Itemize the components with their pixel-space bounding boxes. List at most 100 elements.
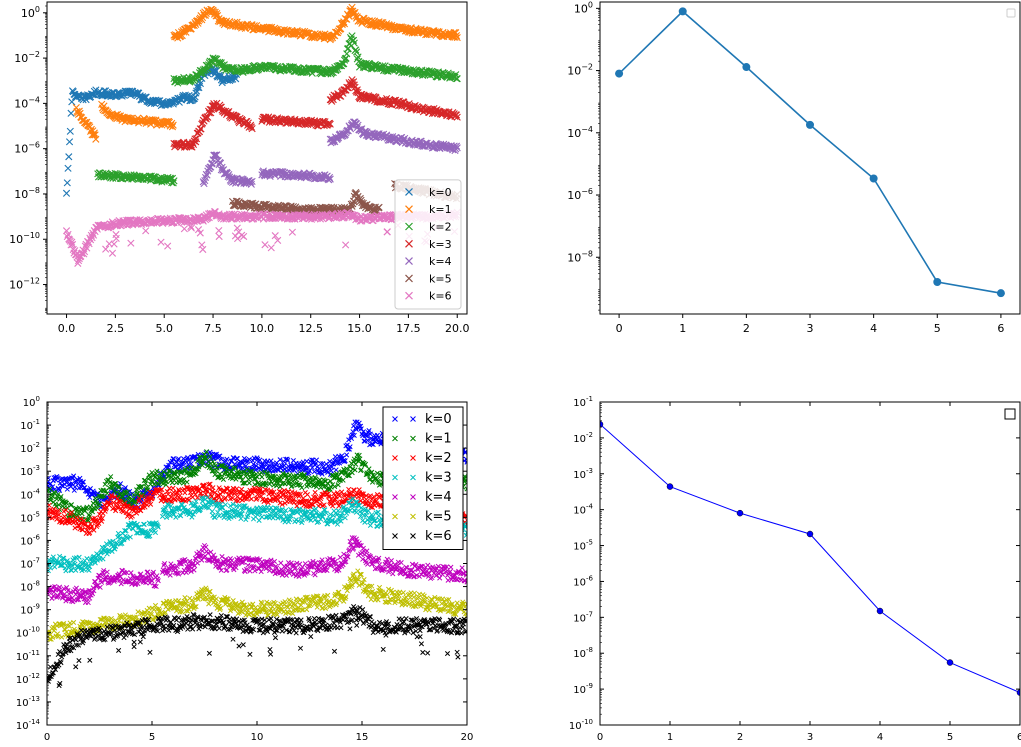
series-point <box>82 508 88 514</box>
y-tick-label-exponent: −4 <box>28 95 40 104</box>
y-tick-label-exponent: −4 <box>581 125 593 134</box>
series-point <box>452 32 461 40</box>
y-tick-label: 10−8 <box>14 186 40 201</box>
x-tick-label: 2.5 <box>107 322 125 335</box>
series-point <box>74 257 83 265</box>
series-point <box>119 540 125 547</box>
series-point <box>184 479 190 485</box>
series-point <box>352 419 358 425</box>
legend-label-k6: k=6 <box>429 290 452 303</box>
series-point <box>231 232 239 240</box>
series-point <box>50 493 56 500</box>
series-point <box>367 431 373 437</box>
series-point <box>215 71 223 79</box>
series-point <box>145 498 152 504</box>
y-tick-label: 10−4 <box>14 95 40 110</box>
series-point <box>279 501 285 508</box>
chart-panel-1: 0.0 2.5 5.0 7.5 10.0 12.5 15.0 17.5 20.010−1210−… <box>9 1 469 335</box>
series-point <box>318 485 324 491</box>
series-point <box>229 495 236 501</box>
series-point <box>244 467 250 473</box>
series-point <box>298 471 304 477</box>
series-point <box>259 489 265 495</box>
series-point <box>277 484 283 490</box>
series-point <box>316 465 322 472</box>
y-tick-label-exponent: −8 <box>28 186 40 195</box>
series-point <box>188 461 194 467</box>
series-point <box>313 476 319 482</box>
series-point <box>383 228 391 236</box>
series-point <box>356 194 364 203</box>
series-point <box>122 528 128 534</box>
series-point <box>342 241 350 249</box>
series-point <box>365 471 371 477</box>
x-axis: 0.0 2.5 5.0 7.5 10.0 12.5 15.0 17.5 20.0 <box>58 314 469 335</box>
series-point <box>280 470 286 476</box>
series-point <box>259 474 265 480</box>
series-point <box>271 232 279 240</box>
series-point <box>99 549 105 555</box>
series-point <box>66 520 72 526</box>
series-point <box>63 507 69 513</box>
series-point <box>352 48 361 56</box>
series-point <box>47 511 51 517</box>
series-point <box>204 113 212 121</box>
series-point <box>464 486 467 492</box>
y-tick-label-exponent: −12 <box>23 277 40 286</box>
y-tick-label-exponent: −10 <box>23 231 40 240</box>
series-point <box>246 480 252 486</box>
series-point <box>352 46 360 54</box>
series-point <box>232 465 238 471</box>
series-point <box>371 494 377 500</box>
series-point <box>138 483 145 490</box>
series-point <box>193 83 201 92</box>
series-point <box>261 480 267 486</box>
series-point <box>297 491 303 497</box>
series-point <box>266 463 272 469</box>
series-point <box>268 458 274 464</box>
series-point <box>453 113 461 121</box>
y-tick-label-base: 10 <box>9 233 23 246</box>
series-point <box>742 63 751 72</box>
series-point <box>362 501 369 507</box>
series-point <box>224 465 230 471</box>
series-point <box>350 39 358 47</box>
series-point <box>247 475 253 481</box>
series-point <box>112 494 118 500</box>
series-point <box>110 538 116 544</box>
y-tick-label-exponent: 0 <box>35 5 40 14</box>
y-tick-label-exponent: −8 <box>581 249 593 258</box>
series-point <box>108 249 117 257</box>
series-point <box>87 530 93 536</box>
series-point <box>62 227 71 235</box>
legend <box>1006 8 1016 18</box>
series-point <box>83 244 91 252</box>
series-point <box>157 476 163 482</box>
series-point <box>370 442 376 448</box>
series-point <box>158 498 164 504</box>
x-tick-label: 5 <box>934 322 941 335</box>
series-point <box>117 536 123 542</box>
series-point <box>239 486 245 492</box>
series-point <box>335 482 341 488</box>
series-point <box>124 535 131 541</box>
y-tick-label-base: 10 <box>14 52 28 65</box>
series-point <box>194 495 201 501</box>
series-point <box>247 178 255 186</box>
series-point <box>365 503 371 509</box>
legend: k=0k=1k=2k=3k=4k=5k=6 <box>394 179 462 310</box>
series-point <box>101 488 107 494</box>
series-point <box>253 476 259 482</box>
y-tick-label-base: 10 <box>14 97 28 110</box>
series-point <box>342 458 348 464</box>
series-point <box>145 494 151 500</box>
series-point <box>187 224 195 232</box>
y-tick-label-base: 10 <box>567 189 581 202</box>
series-point <box>148 501 154 507</box>
series-point <box>166 462 172 468</box>
series-point <box>313 484 320 490</box>
series-point <box>210 485 216 491</box>
series-point <box>299 485 305 491</box>
series-k3 <box>47 494 467 574</box>
